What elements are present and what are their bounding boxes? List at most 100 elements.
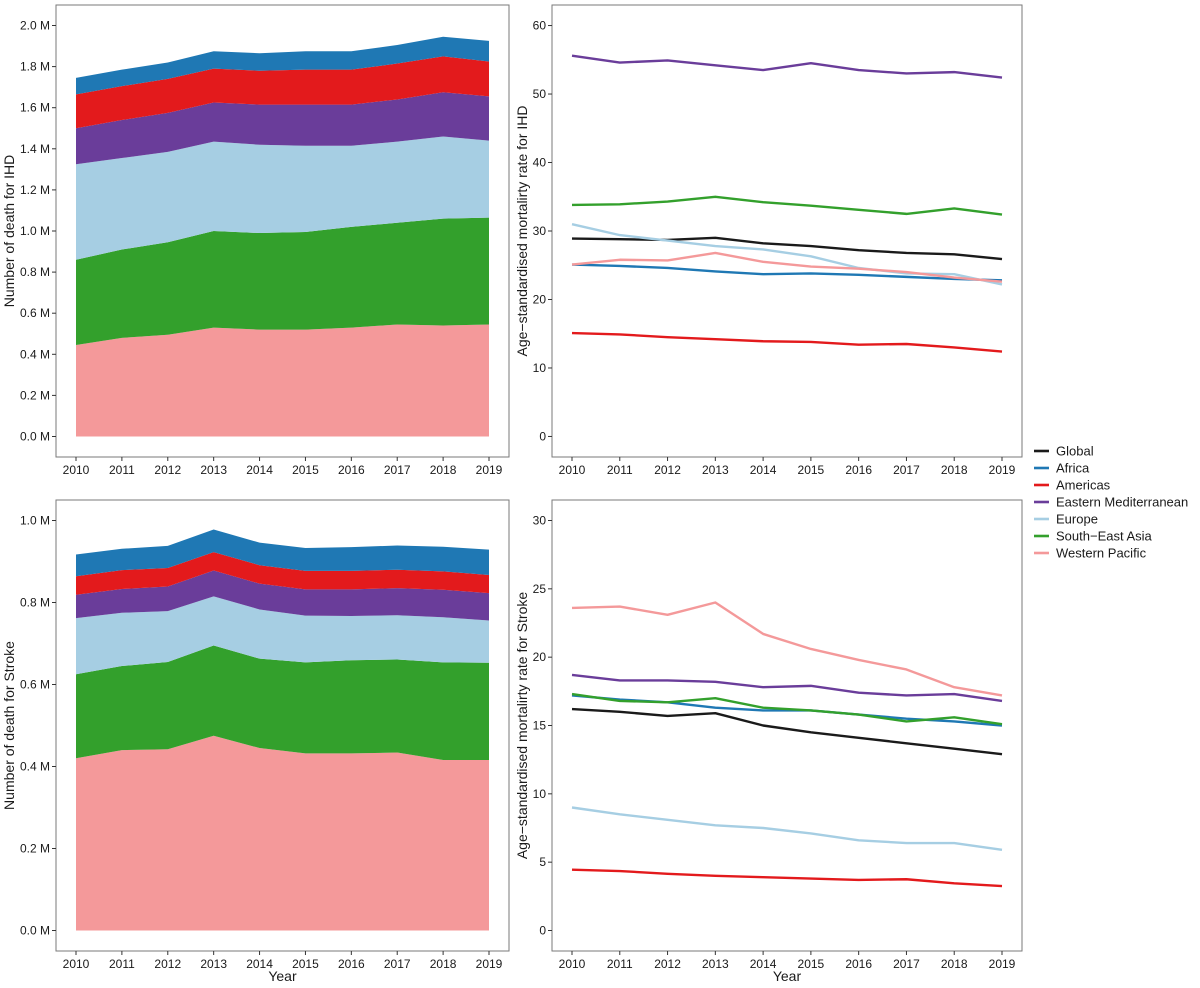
x-tick-label: 2019 xyxy=(476,463,503,477)
area-south-east-asia xyxy=(76,217,489,346)
y-tick-label: 1.0 M xyxy=(20,514,50,528)
line-europe xyxy=(571,806,1003,852)
x-tick-label: 2010 xyxy=(63,463,90,477)
line-eastern-mediterranean xyxy=(571,54,1003,79)
x-tick-label: 2018 xyxy=(941,463,968,477)
x-tick-label: 2010 xyxy=(559,463,586,477)
y-tick-label: 0.2 M xyxy=(20,842,50,856)
line-global xyxy=(571,707,1003,756)
x-tick-label: 2019 xyxy=(476,957,503,971)
y-tick-label: 20 xyxy=(533,292,547,306)
area-americas xyxy=(76,552,489,595)
line-western-pacific xyxy=(571,251,1003,283)
y-tick-label: 50 xyxy=(533,87,547,101)
y-tick-label: 0.4 M xyxy=(20,760,50,774)
x-tick-label: 2017 xyxy=(893,463,920,477)
legend-item-western-pacific: Western Pacific xyxy=(1034,546,1147,561)
line-western-pacific xyxy=(571,601,1003,697)
y-tick-label: 30 xyxy=(533,224,547,238)
y-tick-label: 0.6 M xyxy=(20,678,50,692)
legend-item-americas: Americas xyxy=(1034,478,1111,493)
legend-label: Western Pacific xyxy=(1056,546,1147,561)
area-western-pacific xyxy=(76,324,489,437)
line-africa xyxy=(571,263,1003,282)
x-tick-label: 2013 xyxy=(200,957,227,971)
legend-label: Global xyxy=(1056,444,1094,459)
y-tick-label: 2.0 M xyxy=(20,19,50,33)
y-tick-label: 0.4 M xyxy=(20,347,50,361)
legend-label: Africa xyxy=(1056,461,1090,476)
y-tick-label: 0 xyxy=(539,924,546,938)
x-tick-label: 2016 xyxy=(338,957,365,971)
legend-item-south-east-asia: South−East Asia xyxy=(1034,529,1153,544)
x-tick-label: 2017 xyxy=(384,463,411,477)
area-eastern-mediterranean xyxy=(76,92,489,165)
y-tick-label: 60 xyxy=(533,19,547,33)
area-africa xyxy=(76,529,489,577)
x-axis-title: Year xyxy=(268,968,297,984)
panel-stroke-deaths: 0.0 M 0.2 M 0.4 M 0.6 M 0.8 M 1.0 M 2010 2011 20… xyxy=(1,499,510,984)
x-tick-label: 2014 xyxy=(246,463,273,477)
y-axis-title: Number of death for IHD xyxy=(1,155,17,308)
y-tick-label: 0.0 M xyxy=(20,430,50,444)
x-tick-label: 2011 xyxy=(109,463,135,477)
line-americas xyxy=(571,331,1003,353)
x-tick-label: 2015 xyxy=(798,463,825,477)
y-tick-label: 20 xyxy=(533,650,547,664)
y-tick-label: 0.8 M xyxy=(20,596,50,610)
legend-label: Americas xyxy=(1056,478,1111,493)
legend-item-africa: Africa xyxy=(1034,461,1090,476)
y-tick-label: 15 xyxy=(533,719,547,733)
x-tick-label: 2018 xyxy=(430,463,457,477)
line-south-east-asia xyxy=(571,195,1003,216)
y-tick-label: 0.0 M xyxy=(20,924,50,938)
panel-frame xyxy=(551,499,1023,952)
x-tick-label: 2012 xyxy=(654,463,681,477)
x-tick-label: 2011 xyxy=(109,957,135,971)
x-tick-label: 2015 xyxy=(798,957,825,971)
x-tick-label: 2012 xyxy=(154,463,181,477)
y-tick-label: 1.6 M xyxy=(20,101,50,115)
y-tick-label: 30 xyxy=(533,514,547,528)
y-tick-label: 1.0 M xyxy=(20,224,50,238)
y-axis-title: Age−standardised mortalirty rate for IHD xyxy=(514,106,530,357)
area-europe xyxy=(76,596,489,675)
line-south-east-asia xyxy=(571,692,1003,726)
panel-ihd-rate: 0 10 20 30 40 50 60 2010 2011 2012 2013 2014 2015 201… xyxy=(514,4,1023,477)
x-tick-label: 2016 xyxy=(845,463,872,477)
y-tick-label: 0 xyxy=(539,429,546,443)
x-tick-label: 2013 xyxy=(702,463,729,477)
y-tick-label: 10 xyxy=(533,361,547,375)
y-tick-label: 1.8 M xyxy=(20,60,50,74)
x-tick-label: 2011 xyxy=(607,463,633,477)
y-tick-label: 0.8 M xyxy=(20,265,50,279)
y-axis-title: Number of death for Stroke xyxy=(1,641,17,810)
x-tick-label: 2016 xyxy=(845,957,872,971)
area-western-pacific xyxy=(76,735,489,931)
x-tick-label: 2015 xyxy=(292,463,319,477)
x-tick-label: 2012 xyxy=(654,957,681,971)
line-global xyxy=(571,236,1003,261)
y-tick-label: 40 xyxy=(533,156,547,170)
x-axis-title: Year xyxy=(773,968,802,984)
legend-item-eastern-mediterranean: Eastern Mediterranean xyxy=(1034,495,1188,510)
panel-ihd-deaths: 0.0 M 0.2 M 0.4 M 0.6 M 0.8 M 1.0 M 1.2 M 1.4 M… xyxy=(1,4,510,477)
y-tick-label: 25 xyxy=(533,582,547,596)
x-tick-label: 2015 xyxy=(292,957,319,971)
y-tick-label: 1.2 M xyxy=(20,183,50,197)
panel-frame xyxy=(551,4,1023,458)
x-tick-label: 2018 xyxy=(430,957,457,971)
area-europe xyxy=(76,136,489,260)
x-tick-label: 2013 xyxy=(200,463,227,477)
y-tick-label: 0.6 M xyxy=(20,306,50,320)
line-eastern-mediterranean xyxy=(571,673,1003,703)
area-eastern-mediterranean xyxy=(76,570,489,621)
x-tick-label: 2010 xyxy=(559,957,586,971)
x-tick-label: 2013 xyxy=(702,957,729,971)
x-tick-label: 2017 xyxy=(893,957,920,971)
x-tick-label: 2014 xyxy=(246,957,273,971)
x-tick-label: 2010 xyxy=(63,957,90,971)
x-tick-label: 2017 xyxy=(384,957,411,971)
y-tick-label: 5 xyxy=(539,855,546,869)
